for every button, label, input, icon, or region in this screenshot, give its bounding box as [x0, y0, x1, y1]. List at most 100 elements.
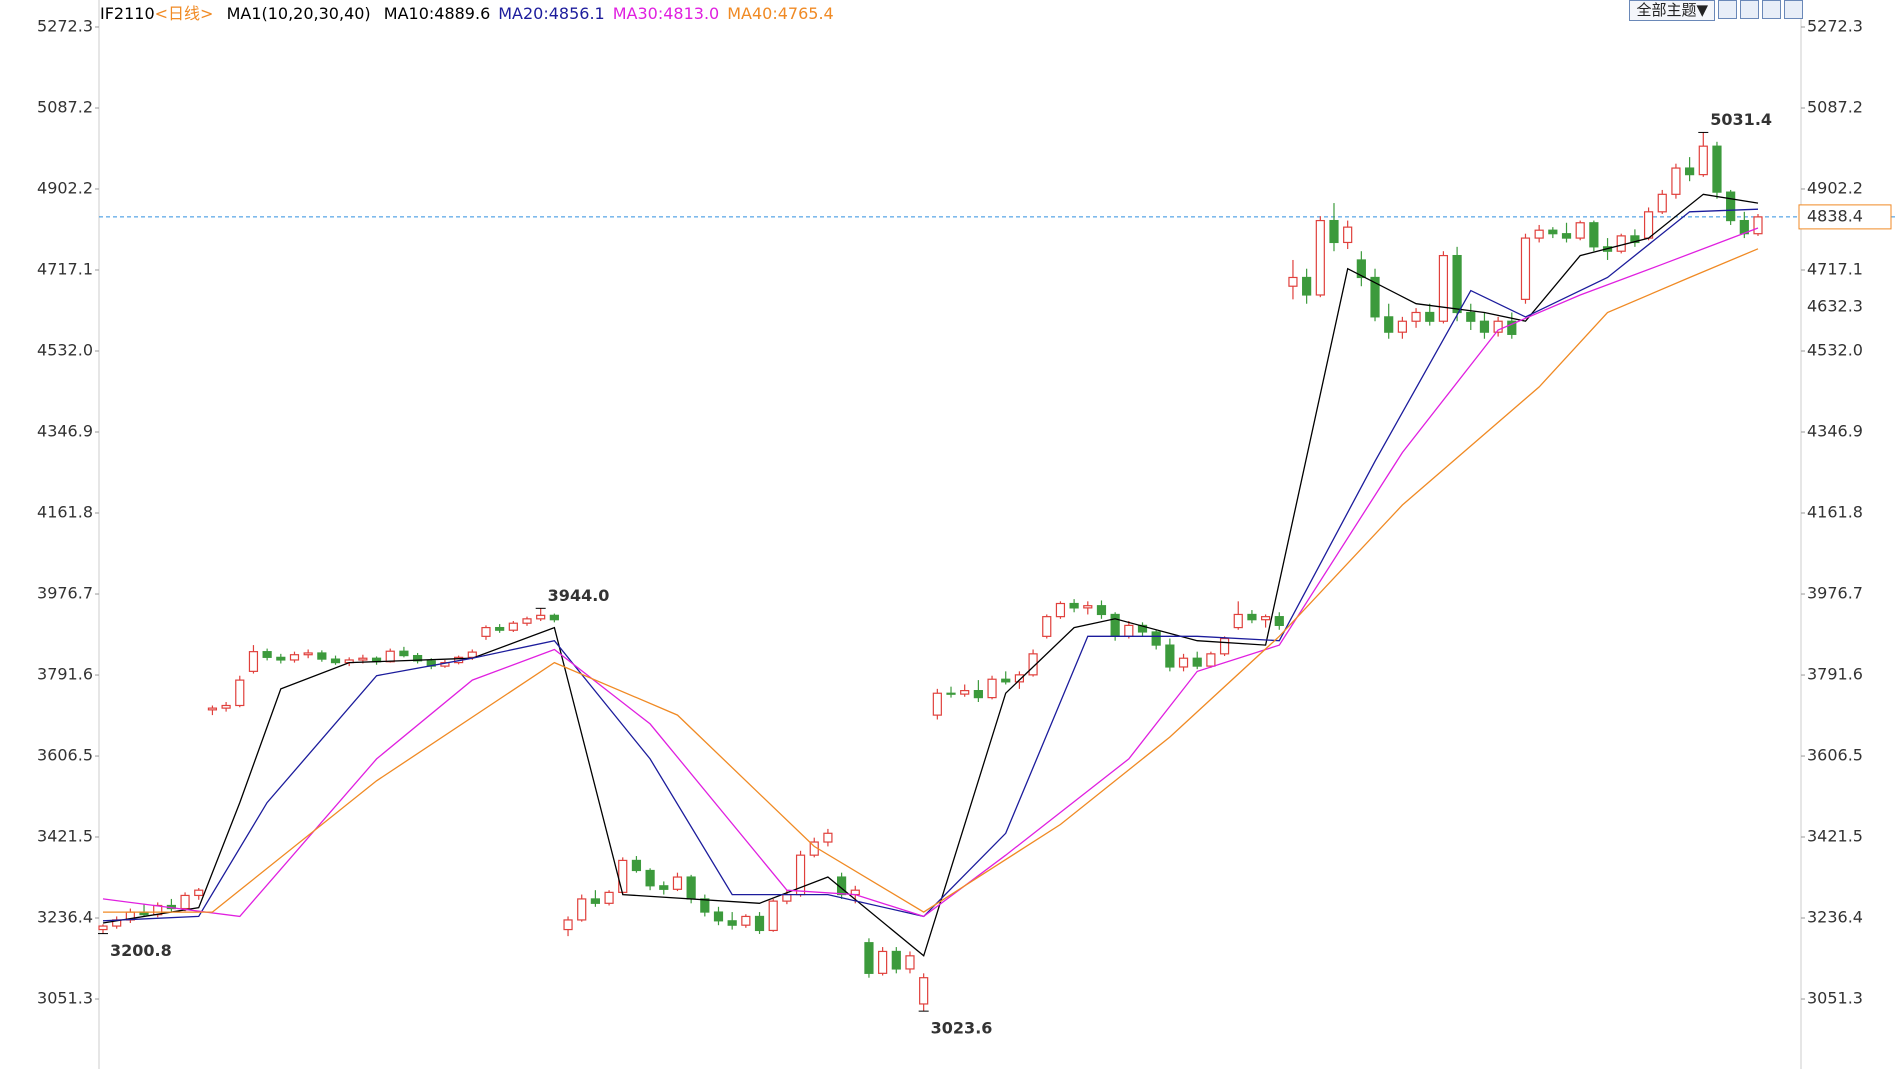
candle-body: [1356, 259, 1366, 279]
candle-body: [1233, 613, 1243, 629]
candle-body: [946, 692, 956, 695]
candle-body: [686, 876, 696, 900]
candle-body: [1343, 226, 1353, 244]
candle-body: [1178, 657, 1189, 668]
y-tick-label-right: 4346.9: [1807, 422, 1863, 441]
candle-body: [960, 690, 970, 695]
tool-icon[interactable]: [1718, 0, 1737, 19]
ma-line: [102, 193, 1759, 957]
candle-body: [590, 898, 600, 904]
y-tick-label: 4532.0: [37, 340, 93, 359]
y-tick-label-right: 3791.6: [1807, 665, 1863, 684]
y-tick-label-right: 4717.1: [1807, 259, 1863, 278]
y-tick-label-right: 4902.2: [1807, 178, 1863, 197]
candle-body: [1589, 222, 1599, 248]
candle-body: [330, 658, 341, 664]
candle-body: [1028, 653, 1038, 676]
indicator[interactable]: MA1(10,20,30,40): [226, 4, 371, 23]
candle-body: [1466, 311, 1476, 322]
legend-entry: MA30:4813.0: [612, 4, 720, 23]
candle-body: [262, 651, 272, 658]
candle-body: [1329, 219, 1339, 244]
period[interactable]: <日线>: [154, 4, 214, 23]
candle-body: [741, 915, 751, 926]
candle-body: [1001, 678, 1011, 683]
candle-body: [385, 650, 395, 663]
candle-body: [604, 891, 614, 904]
tool-icon[interactable]: [1784, 0, 1803, 19]
y-tick-label: 4902.2: [37, 178, 93, 197]
last-price-box: [1798, 204, 1892, 230]
candle-body: [412, 654, 423, 662]
candle-body: [1411, 311, 1421, 322]
candle-body: [563, 919, 573, 931]
y-tick-label: 3791.6: [37, 665, 93, 684]
y-tick-label-right: 5272.3: [1807, 17, 1863, 36]
candle-body: [467, 651, 477, 658]
candle-body: [631, 859, 642, 872]
ma-line: [103, 248, 1759, 913]
candle-body: [1288, 276, 1298, 287]
candle-body: [1534, 229, 1544, 239]
y-tick-label-right: 5087.2: [1807, 98, 1863, 117]
candle-body: [1096, 605, 1107, 616]
candle-body: [1438, 254, 1449, 322]
y-tick-label: 5087.2: [37, 98, 93, 117]
last-price-label: 4838.4: [1807, 206, 1863, 225]
candle-body: [508, 622, 518, 631]
candle-body: [1561, 233, 1572, 239]
candle-body: [1247, 613, 1257, 621]
candle-body: [1302, 276, 1312, 296]
candle-body: [1124, 624, 1134, 637]
toolbar: 全部主题▼: [1629, 0, 1803, 21]
candle-body: [303, 652, 313, 656]
candle-body: [221, 704, 231, 709]
theme-button[interactable]: 全部主题▼: [1629, 0, 1715, 21]
candle-body: [1110, 613, 1120, 637]
y-tick-label: 3421.5: [37, 827, 93, 846]
extreme-label: 3023.6: [931, 1019, 993, 1038]
candle-body: [1575, 222, 1585, 239]
tool-icon[interactable]: [1740, 0, 1759, 19]
y-tick-label-right: 3976.7: [1807, 584, 1863, 603]
candle-body: [1507, 320, 1517, 335]
right-marker-label: 4632.3: [1807, 297, 1863, 316]
candle-body: [289, 654, 300, 661]
candle-body: [1671, 167, 1681, 195]
candle-body: [754, 915, 765, 932]
candle-body: [276, 656, 286, 661]
candle-body: [194, 889, 204, 897]
y-tick-label: 4161.8: [37, 503, 93, 522]
legend: MA10:4889.6 MA20:4856.1 MA30:4813.0 MA40:47…: [384, 4, 842, 23]
candle-body: [98, 925, 108, 931]
candle-body: [1425, 311, 1435, 322]
extreme-label: 5031.4: [1710, 110, 1772, 129]
candle-body: [891, 950, 901, 970]
y-tick-label-right: 4532.0: [1807, 340, 1863, 359]
candle-body: [1643, 211, 1654, 239]
candle-body: [1479, 320, 1490, 333]
candle-body: [878, 950, 888, 974]
candle-body: [1274, 616, 1284, 626]
tool-icon[interactable]: [1762, 0, 1781, 19]
candle-body: [1192, 657, 1202, 667]
candle-body: [1698, 145, 1708, 176]
candle-body: [481, 626, 491, 637]
candle-body: [727, 920, 737, 926]
candle-body: [700, 898, 710, 913]
candle-body: [932, 692, 942, 716]
candle-body: [1384, 316, 1394, 333]
candle-body: [1069, 602, 1079, 609]
candle-body: [317, 652, 327, 660]
candle-body: [180, 894, 190, 910]
candle-body: [645, 869, 655, 887]
candle-body: [672, 876, 683, 890]
candle-body: [248, 651, 259, 672]
candle-body: [207, 707, 218, 711]
candle-body: [1753, 216, 1763, 235]
candle-body: [768, 900, 778, 932]
ma-line: [102, 208, 1759, 922]
candle-body: [782, 893, 792, 902]
candle-body: [399, 650, 409, 657]
